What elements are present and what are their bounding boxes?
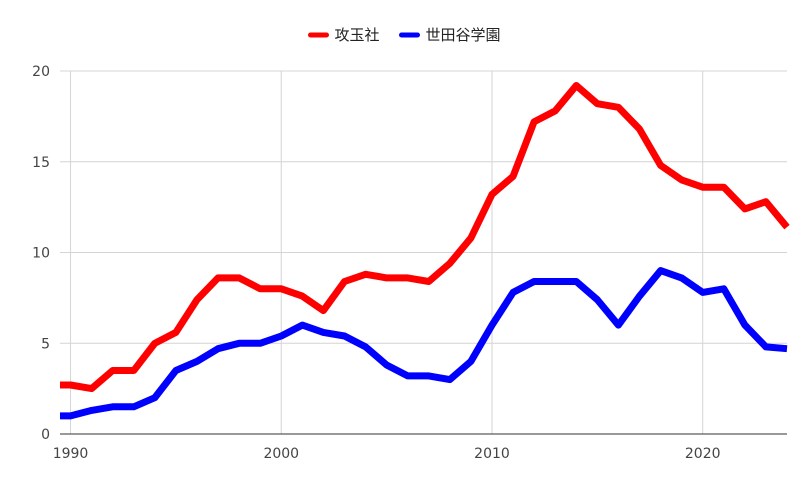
x-tick-label: 2000 <box>263 446 299 462</box>
y-tick-label: 0 <box>41 427 50 443</box>
legend-label: 世田谷学園 <box>426 26 501 44</box>
y-tick-label: 15 <box>32 155 50 171</box>
legend-label: 攻玉社 <box>335 26 380 44</box>
x-tick-label: 2020 <box>685 446 721 462</box>
series-line-0 <box>60 82 790 393</box>
x-tick-label: 2010 <box>474 446 510 462</box>
axes: 0 5 10 15 20 1990 2000 2010 2020 <box>32 64 787 462</box>
y-tick-label: 5 <box>41 336 50 352</box>
y-tick-label: 20 <box>32 64 50 80</box>
x-tick-label: 1990 <box>53 446 89 462</box>
series-lines <box>60 82 790 420</box>
y-tick-label: 10 <box>32 246 50 262</box>
gridlines <box>60 70 787 434</box>
legend: 攻玉社 世田谷学園 <box>308 26 501 44</box>
series-line-1 <box>60 267 788 420</box>
